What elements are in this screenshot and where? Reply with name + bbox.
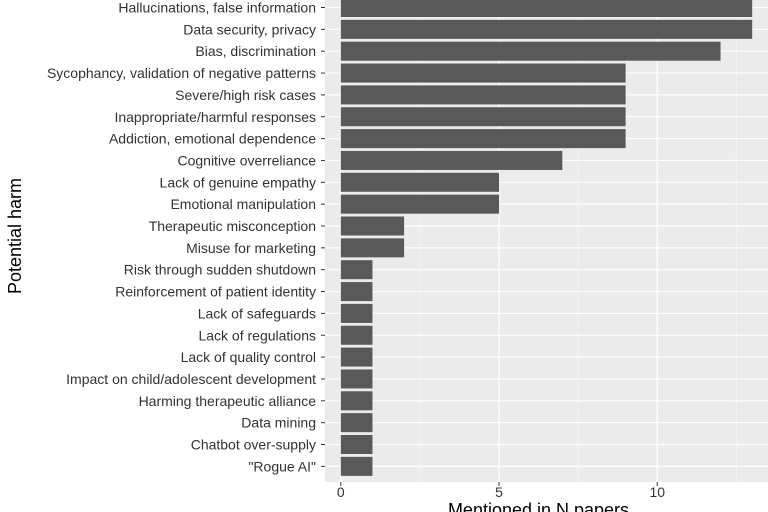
- category-label: Sycophancy, validation of negative patte…: [47, 65, 316, 81]
- category-label: Lack of quality control: [181, 349, 316, 365]
- category-label: Data security, privacy: [183, 21, 316, 37]
- category-label: Inappropriate/harmful responses: [114, 109, 316, 125]
- bar: [340, 456, 373, 476]
- bar: [340, 238, 405, 258]
- bar: [340, 107, 626, 127]
- category-label: Lack of genuine empathy: [160, 174, 316, 190]
- bar: [340, 85, 626, 105]
- bar: [340, 63, 626, 83]
- bar: [340, 260, 373, 280]
- bar: [340, 150, 563, 170]
- category-label: Reinforcement of patient identity: [115, 284, 316, 300]
- bar: [340, 172, 500, 192]
- category-label: Therapeutic misconception: [149, 218, 316, 234]
- category-label: Chatbot over-supply: [191, 437, 316, 453]
- x-tick-label: 10: [649, 484, 665, 500]
- bars: [340, 0, 753, 476]
- category-label: Misuse for marketing: [186, 240, 316, 256]
- bar: [340, 41, 721, 61]
- bar: [340, 216, 405, 236]
- category-label: Lack of safeguards: [198, 305, 316, 321]
- bar: [340, 347, 373, 367]
- y-axis-title: Potential harm: [5, 178, 25, 294]
- bar: [340, 303, 373, 323]
- category-label: Risk through sudden shutdown: [124, 262, 316, 278]
- bar: [340, 435, 373, 454]
- bar: [340, 194, 500, 214]
- category-label: Harming therapeutic alliance: [139, 393, 317, 409]
- category-label: Emotional manipulation: [170, 196, 316, 212]
- category-label: Addiction, emotional dependence: [109, 131, 316, 147]
- category-label: Severe/high risk cases: [175, 87, 316, 103]
- x-tick-label: 5: [495, 484, 503, 500]
- category-label: Hallucinations, false information: [118, 0, 316, 16]
- x-ticks: 0 5 10: [337, 482, 665, 500]
- bar: [340, 282, 373, 302]
- bar: [340, 129, 626, 149]
- category-label: Lack of regulations: [198, 327, 316, 343]
- bar: [340, 19, 753, 39]
- category-label: Cognitive overreliance: [177, 152, 316, 168]
- category-labels: Hallucinations, false information Data se…: [47, 0, 325, 474]
- bar: [340, 413, 373, 433]
- category-label: Bias, discrimination: [195, 43, 316, 59]
- bar: [340, 391, 373, 411]
- x-tick-label: 0: [337, 484, 345, 500]
- category-label: "Rogue AI": [248, 458, 316, 474]
- category-label: Data mining: [241, 415, 316, 431]
- bar: [340, 0, 753, 17]
- bar: [340, 369, 373, 389]
- bar: [340, 325, 373, 345]
- category-label: Impact on child/adolescent development: [66, 371, 316, 387]
- x-axis-title: Mentioned in N papers: [448, 500, 629, 512]
